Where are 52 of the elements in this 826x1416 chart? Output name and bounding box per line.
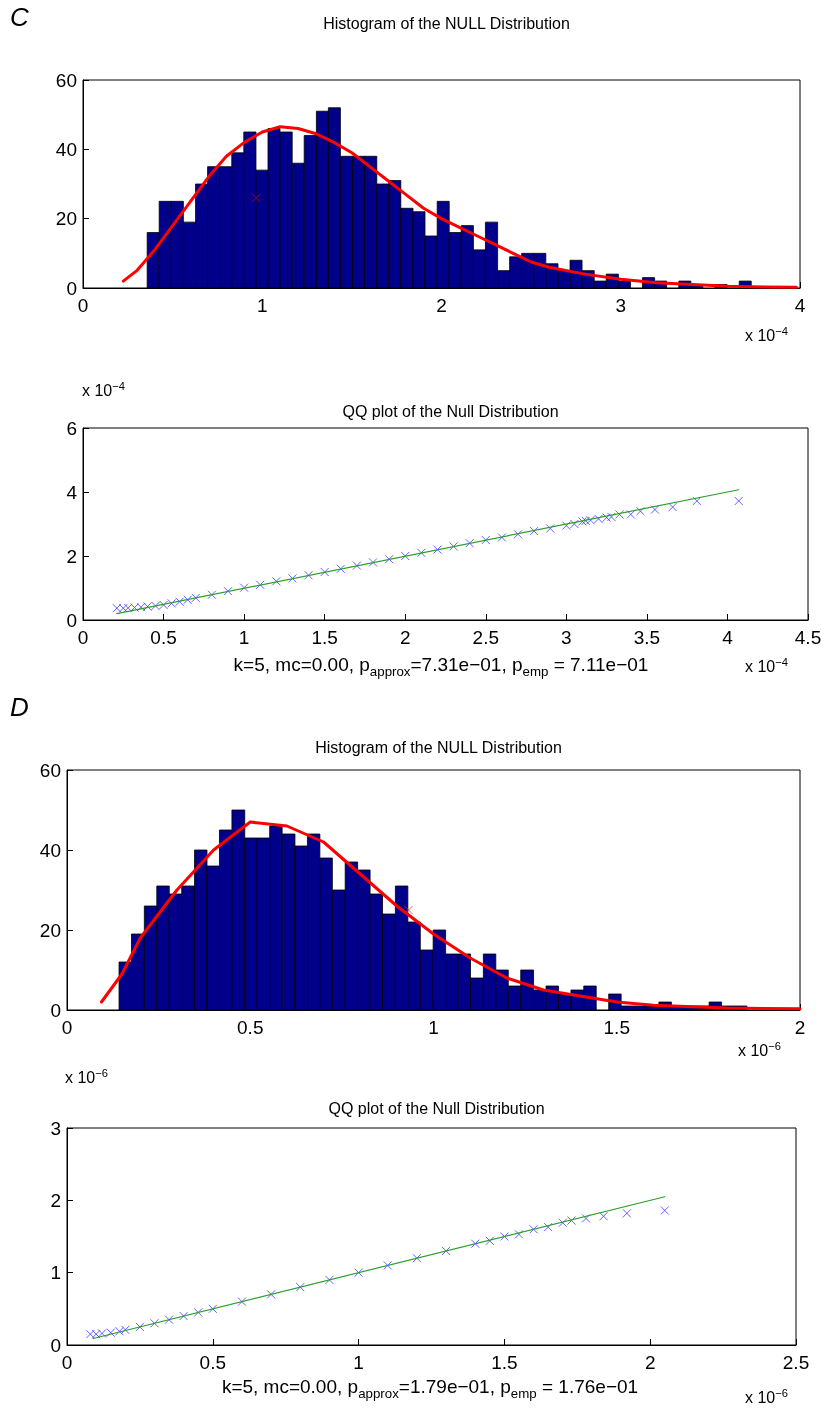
y-tick-label: 6 [66, 417, 77, 439]
x-tick-label: 4.5 [794, 627, 822, 648]
y-tick-label: 2 [66, 545, 77, 567]
y-tick-label: 0 [50, 1334, 61, 1356]
text: x 10$^{−4}$ [82, 380, 126, 401]
x-tick-label: 1 [353, 1352, 364, 1373]
x-tick-label: 0.5 [150, 627, 177, 648]
chart-title: QQ plot of the Null Distribution [328, 1099, 545, 1117]
x-tick-label: 4 [794, 295, 806, 316]
y-tick-label: 1 [50, 1262, 61, 1284]
x-tick-label: 3 [561, 627, 572, 648]
text: x 10$^{−6}$ [65, 1067, 109, 1088]
y-tick-label: 4 [66, 481, 78, 503]
x-tick-label: 2.5 [472, 627, 499, 648]
y-tick-label: 2 [50, 1189, 61, 1211]
chart-title: Histogram of the NULL Distribution [315, 738, 562, 756]
x-tick-label: 2.5 [782, 1352, 810, 1373]
chart-title: QQ plot of the Null Distribution [342, 402, 559, 420]
y-tick-label: 0 [66, 609, 77, 631]
text: x 10$^{−6}$ [745, 1387, 789, 1408]
x-tick-label: 1 [238, 627, 250, 648]
y-tick-label: 40 [55, 138, 77, 160]
text: x 10$^{−4}$ [745, 325, 789, 346]
y-tick-label: 0 [50, 999, 61, 1021]
y-tick-label: 60 [39, 759, 61, 781]
x-tick-label: 1 [256, 295, 268, 316]
x-tick-label: 2 [399, 627, 411, 648]
x-tick-label: 3.5 [633, 627, 661, 648]
chart-title: Histogram of the NULL Distribution [323, 14, 570, 32]
x-tick-label: 1.5 [311, 627, 338, 648]
text: C [10, 2, 29, 33]
y-tick-label: 60 [55, 69, 77, 91]
text: x 10$^{−4}$ [745, 656, 789, 677]
x-tick-label: 3 [615, 295, 627, 316]
y-tick-label: 20 [55, 208, 77, 230]
text: x 10$^{−6}$ [738, 1040, 782, 1061]
x-tick-label: 0.5 [237, 1017, 264, 1038]
x-tick-label: 2 [794, 1017, 806, 1038]
x-tick-label: 1.5 [603, 1017, 630, 1038]
x-tick-label: 2 [436, 295, 447, 316]
text: k=5, mc=0.00, p$_{approx}$=7.31e−01, p$_{emp}$ = 7.11e−01 [233, 654, 649, 679]
x-tick-label: 2 [644, 1352, 656, 1373]
x-tick-label: 1 [428, 1017, 439, 1038]
y-tick-label: 0 [66, 277, 77, 299]
x-tick-label: 4 [722, 627, 734, 648]
y-tick-label: 40 [39, 839, 61, 861]
x-tick-label: 1.5 [491, 1352, 518, 1373]
text: k=5, mc=0.00, p$_{approx}$=1.79e−01, p$_{emp}$ = 1.76e−01 [221, 1376, 639, 1401]
y-tick-label: 3 [50, 1117, 61, 1139]
y-tick-label: 20 [39, 919, 61, 941]
text: D [10, 692, 29, 723]
x-tick-label: 0.5 [199, 1352, 227, 1373]
